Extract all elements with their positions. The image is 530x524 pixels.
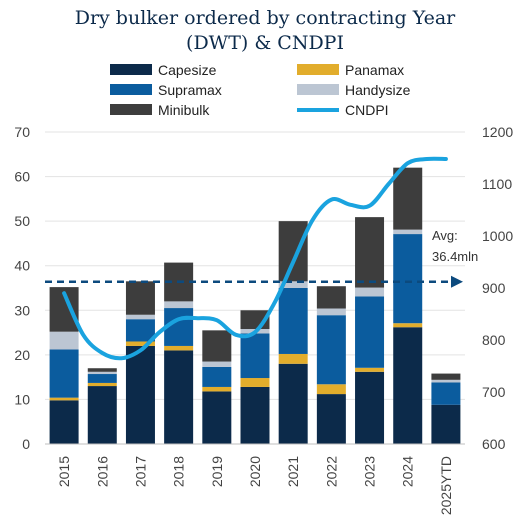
y2-tick-label: 800 [482,332,506,348]
bar-segment-supramax [202,366,232,387]
legend-label-minibulk: Minibulk [158,102,210,118]
bar-segment-handysize [393,229,423,235]
bar-segment-handysize [355,287,385,297]
bar-segment-handysize [125,314,155,320]
cndpi-line [62,156,448,361]
bar-segment-supramax [355,296,385,368]
bar-segment-supramax [240,333,270,379]
x-tick-label: 2020 [247,456,263,487]
bar-segment-minibulk [125,281,155,315]
y-tick-label: 0 [22,436,30,452]
y-tick-label: 10 [14,391,30,407]
chart-title: Dry bulker ordered by contracting Year (… [0,6,530,56]
bar-segment-capesize [240,386,270,444]
bar-segment-capesize [393,327,423,444]
bar-segment-handysize [49,331,79,350]
chart-title-line1: Dry bulker ordered by contracting Year [74,7,456,29]
bar-segment-capesize [164,350,194,444]
bar-segment-supramax [316,315,346,385]
bar-segment-capesize [49,400,79,444]
bar-segment-handysize [202,361,232,367]
bar-segment-panamax [278,353,308,364]
bar-segment-minibulk [316,286,346,309]
bar-segment-capesize [202,391,232,444]
x-tick-label: 2023 [362,456,378,487]
average-arrow [451,275,463,288]
bar-segment-panamax [393,323,423,328]
bar-segment-panamax [316,384,346,395]
chart-title-line2: (DWT) & CNDPI [186,32,344,54]
bar-segment-panamax [240,378,270,387]
average-label-line2: 36.4mln [432,249,478,264]
x-tick-label: 2015 [56,456,72,487]
x-tick-label: 2018 [171,456,187,487]
bar-segment-capesize [278,363,308,444]
bar-segment-supramax [278,288,308,354]
legend-swatch-capesize [110,64,152,75]
y2-tick-label: 1100 [482,176,512,192]
bar-segment-panamax [49,397,79,401]
y-tick-label: 70 [14,124,30,140]
bar-segment-panamax [87,382,117,387]
legend-label-handysize: Handysize [345,82,411,98]
legend-label-capesize: Capesize [158,62,217,78]
bar-segment-capesize [125,345,155,444]
bar-segment-panamax [202,386,232,392]
y2-tick-label: 700 [482,384,506,400]
bar-segment-supramax [431,382,461,405]
bar-segment-capesize [355,371,385,444]
legend-swatch-handysize [297,84,339,95]
bar-segment-supramax [393,234,423,324]
bar-segment-capesize [316,394,346,444]
axes: 0 10 20 30 40 50 60 70 600 700 800 900 1000 1100 1200 2… [14,124,513,515]
legend-swatch-supramax [110,84,152,95]
bar-segment-handysize [316,308,346,316]
legend-swatch-panamax [297,64,339,75]
bar-segment-handysize [431,379,461,383]
y2-tick-label: 900 [482,280,506,296]
legend-label-cndpi: CNDPI [345,102,389,118]
y-tick-label: 40 [14,258,30,274]
legend-swatch-minibulk [110,104,152,115]
y2-tick-label: 1000 [482,228,513,244]
legend: Capesize Panamax Supramax Handysize Minibulk… [110,62,411,118]
legend-label-supramax: Supramax [158,82,222,98]
x-tick-label: 2016 [94,456,110,487]
y2-tick-label: 600 [482,436,506,452]
bar-segment-capesize [431,404,461,444]
bar-segment-handysize [87,371,117,375]
bar-segment-minibulk [202,330,232,362]
bar-segment-supramax [49,349,79,398]
x-tick-label: 2022 [323,456,339,487]
bar-segment-handysize [164,301,194,309]
bar-segment-supramax [125,319,155,342]
y2-tick-label: 1200 [482,124,513,140]
bar-segment-supramax [87,374,117,383]
bar-segment-panamax [164,345,194,351]
average-line-group: Avg: 36.4mln [45,228,478,288]
bar-segment-minibulk [431,373,461,380]
average-label-line1: Avg: [432,228,458,243]
cndpi-line-group [62,156,448,361]
y-tick-label: 30 [14,302,30,318]
x-tick-label: 2024 [400,456,416,487]
x-tick-label: 2019 [209,456,225,487]
bar-segment-minibulk [87,368,117,372]
y-tick-label: 60 [14,169,30,185]
bar-segment-minibulk [393,167,423,230]
bar-segment-panamax [125,341,155,346]
legend-label-panamax: Panamax [345,62,404,78]
bar-segment-minibulk [355,217,385,288]
x-tick-label: 2025YTD [438,456,454,515]
x-tick-label: 2021 [285,456,301,487]
bar-segment-panamax [355,367,385,372]
y-tick-label: 20 [14,347,30,363]
bar-segment-capesize [87,386,117,444]
y-tick-label: 50 [14,213,30,229]
bar-segment-handysize [278,281,308,288]
bars [49,167,461,444]
x-tick-label: 2017 [132,456,148,487]
bar-segment-minibulk [278,221,308,282]
